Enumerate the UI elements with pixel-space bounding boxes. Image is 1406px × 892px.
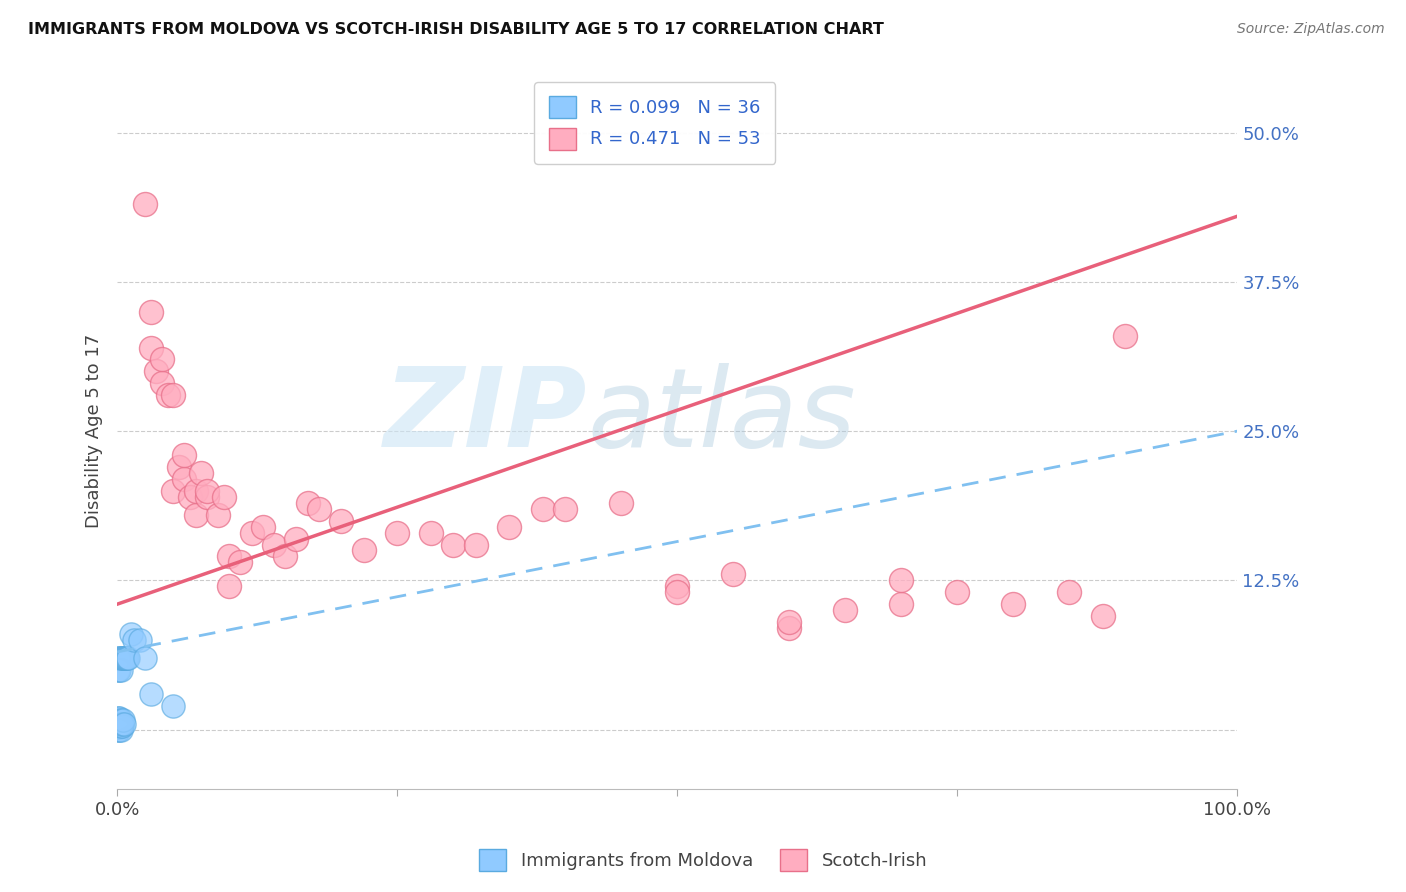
Point [110,651,132,665]
Text: Source: ZipAtlas.com: Source: ZipAtlas.com [1237,22,1385,37]
Point [229,556,252,570]
Point [778,621,800,635]
Point [162,483,184,498]
Point [778,615,800,629]
Point [108,713,131,727]
Point [1059,585,1081,599]
Point [107,716,129,731]
Point [274,549,297,564]
Point [184,483,207,498]
Point [107,710,129,724]
Point [285,532,308,546]
Point [150,376,173,391]
Legend: R = 0.099   N = 36, R = 0.471   N = 53: R = 0.099 N = 36, R = 0.471 N = 53 [534,82,775,164]
Point [111,651,134,665]
Point [1114,328,1136,343]
Point [173,472,195,486]
Point [110,716,132,731]
Point [139,687,162,701]
Point [107,723,129,737]
Point [179,490,201,504]
Point [498,519,520,533]
Point [112,716,135,731]
Point [108,663,131,677]
Point [666,579,689,593]
Point [107,713,129,727]
Point [195,483,218,498]
Point [263,537,285,551]
Point [134,197,156,211]
Point [122,632,145,647]
Point [167,459,190,474]
Point [666,585,689,599]
Point [330,514,353,528]
Point [145,364,167,378]
Point [110,663,132,677]
Point [156,388,179,402]
Point [108,651,131,665]
Point [610,496,633,510]
Point [110,713,132,727]
Point [946,585,969,599]
Point [890,597,912,611]
Point [218,549,240,564]
Point [212,490,235,504]
Point [120,627,142,641]
Point [531,501,554,516]
Point [114,651,136,665]
Point [111,716,134,731]
Point [108,710,131,724]
Point [108,723,131,737]
Point [110,719,132,733]
Point [117,651,139,665]
Text: ZIP: ZIP [384,363,588,470]
Point [190,466,212,480]
Point [240,525,263,540]
Point [441,537,464,551]
Point [107,651,129,665]
Point [117,651,139,665]
Point [1002,597,1025,611]
Point [554,501,576,516]
Point [111,651,134,665]
Legend: Immigrants from Moldova, Scotch-Irish: Immigrants from Moldova, Scotch-Irish [472,842,934,879]
Text: IMMIGRANTS FROM MOLDOVA VS SCOTCH-IRISH DISABILITY AGE 5 TO 17 CORRELATION CHART: IMMIGRANTS FROM MOLDOVA VS SCOTCH-IRISH … [28,22,884,37]
Point [184,508,207,522]
Point [139,304,162,318]
Point [464,537,486,551]
Point [252,519,274,533]
Point [108,720,131,734]
Point [108,716,131,731]
Text: atlas: atlas [588,363,856,470]
Point [115,651,138,665]
Point [195,490,218,504]
Point [150,352,173,367]
Point [207,508,229,522]
Point [1091,609,1114,624]
Point [139,341,162,355]
Point [111,713,134,727]
Point [890,574,912,588]
Point [128,632,150,647]
Point [353,543,375,558]
Point [107,663,129,677]
Point [834,603,856,617]
Point [419,525,441,540]
Point [162,698,184,713]
Point [387,525,409,540]
Y-axis label: Disability Age 5 to 17: Disability Age 5 to 17 [86,334,103,528]
Point [723,567,745,582]
Point [134,651,156,665]
Point [110,723,132,737]
Point [112,651,135,665]
Point [173,448,195,462]
Point [297,496,319,510]
Point [162,388,184,402]
Point [111,719,134,733]
Point [218,579,240,593]
Point [308,501,330,516]
